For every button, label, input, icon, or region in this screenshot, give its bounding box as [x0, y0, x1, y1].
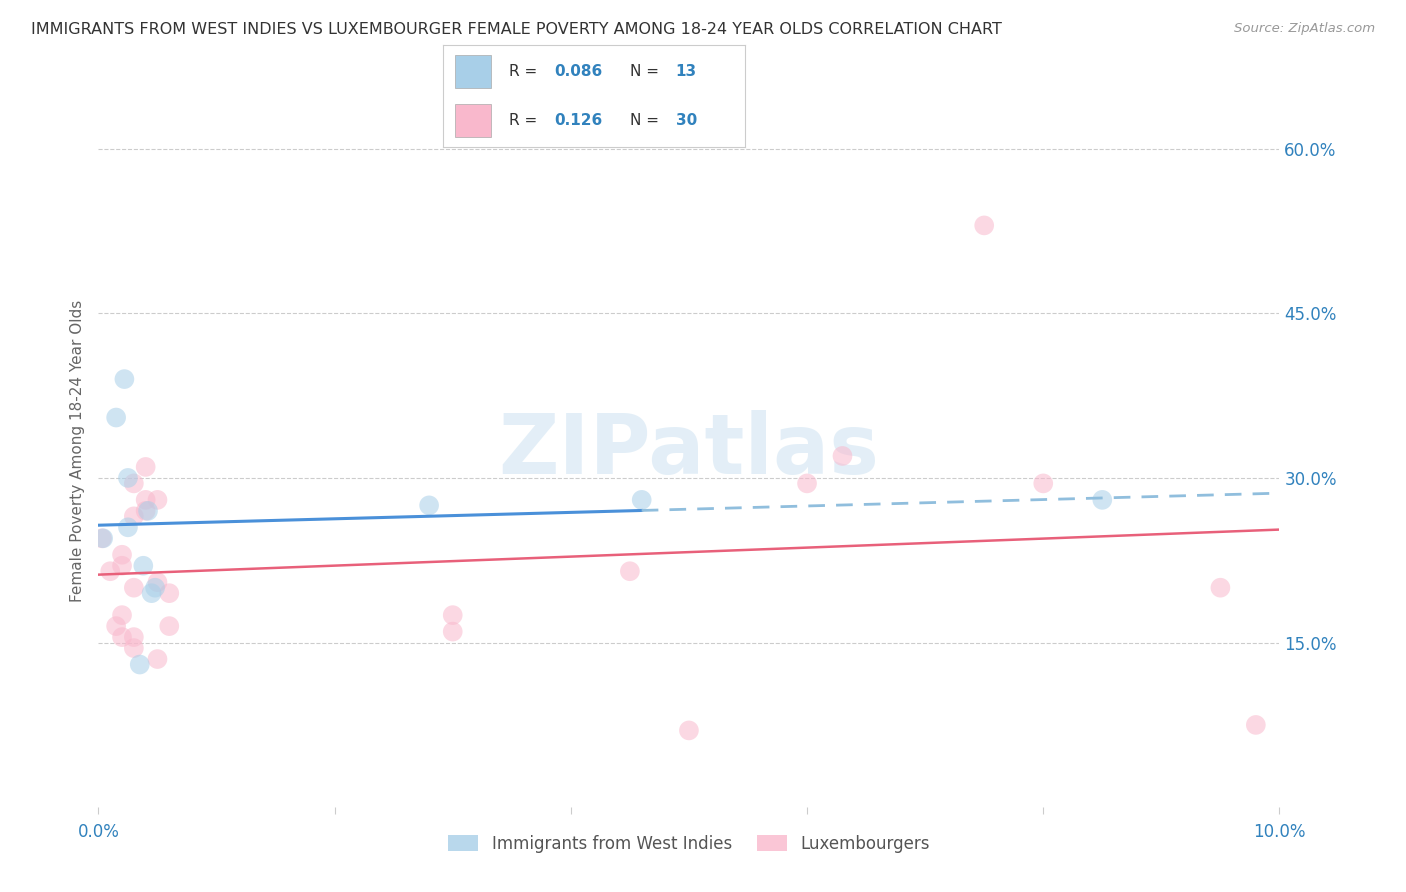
- Point: [973, 219, 995, 233]
- Point: [135, 492, 157, 507]
- Point: [1091, 492, 1114, 507]
- Point: [157, 586, 180, 600]
- Point: [135, 459, 157, 474]
- Point: [111, 558, 134, 573]
- Point: [135, 504, 157, 518]
- Point: [128, 657, 150, 672]
- Point: [678, 723, 700, 738]
- Text: 0.126: 0.126: [555, 113, 603, 128]
- Text: N =: N =: [630, 113, 664, 128]
- Point: [157, 619, 180, 633]
- Legend: Immigrants from West Indies, Luxembourgers: Immigrants from West Indies, Luxembourge…: [441, 829, 936, 860]
- Point: [132, 558, 155, 573]
- Point: [122, 641, 145, 656]
- Point: [91, 531, 114, 545]
- Point: [441, 624, 464, 639]
- Point: [98, 564, 121, 578]
- Bar: [456, 55, 491, 87]
- Text: R =: R =: [509, 113, 547, 128]
- Point: [105, 619, 128, 633]
- Point: [146, 652, 169, 666]
- Point: [111, 630, 134, 644]
- Text: 13: 13: [676, 63, 697, 78]
- Text: ZIPatlas: ZIPatlas: [499, 410, 879, 491]
- Point: [111, 548, 134, 562]
- Point: [796, 476, 818, 491]
- Point: [117, 471, 139, 485]
- Point: [1032, 476, 1054, 491]
- Point: [122, 509, 145, 524]
- Point: [111, 608, 134, 623]
- Point: [141, 586, 163, 600]
- Point: [146, 575, 169, 590]
- Text: 0.086: 0.086: [555, 63, 603, 78]
- Point: [143, 581, 166, 595]
- Point: [418, 499, 440, 513]
- Y-axis label: Female Poverty Among 18-24 Year Olds: Female Poverty Among 18-24 Year Olds: [69, 300, 84, 601]
- Point: [122, 476, 145, 491]
- Point: [619, 564, 641, 578]
- Text: R =: R =: [509, 63, 543, 78]
- Bar: [456, 104, 491, 137]
- Point: [112, 372, 135, 386]
- Text: Source: ZipAtlas.com: Source: ZipAtlas.com: [1234, 22, 1375, 36]
- Text: IMMIGRANTS FROM WEST INDIES VS LUXEMBOURGER FEMALE POVERTY AMONG 18-24 YEAR OLDS: IMMIGRANTS FROM WEST INDIES VS LUXEMBOUR…: [31, 22, 1002, 37]
- Text: N =: N =: [630, 63, 664, 78]
- Point: [122, 581, 145, 595]
- Point: [117, 520, 139, 534]
- Point: [831, 449, 853, 463]
- Point: [146, 492, 169, 507]
- Point: [105, 410, 128, 425]
- Point: [91, 531, 114, 545]
- Point: [1244, 718, 1267, 732]
- Text: 30: 30: [676, 113, 697, 128]
- Point: [630, 492, 652, 507]
- Point: [1209, 581, 1232, 595]
- Point: [136, 504, 159, 518]
- Point: [122, 630, 145, 644]
- Point: [441, 608, 464, 623]
